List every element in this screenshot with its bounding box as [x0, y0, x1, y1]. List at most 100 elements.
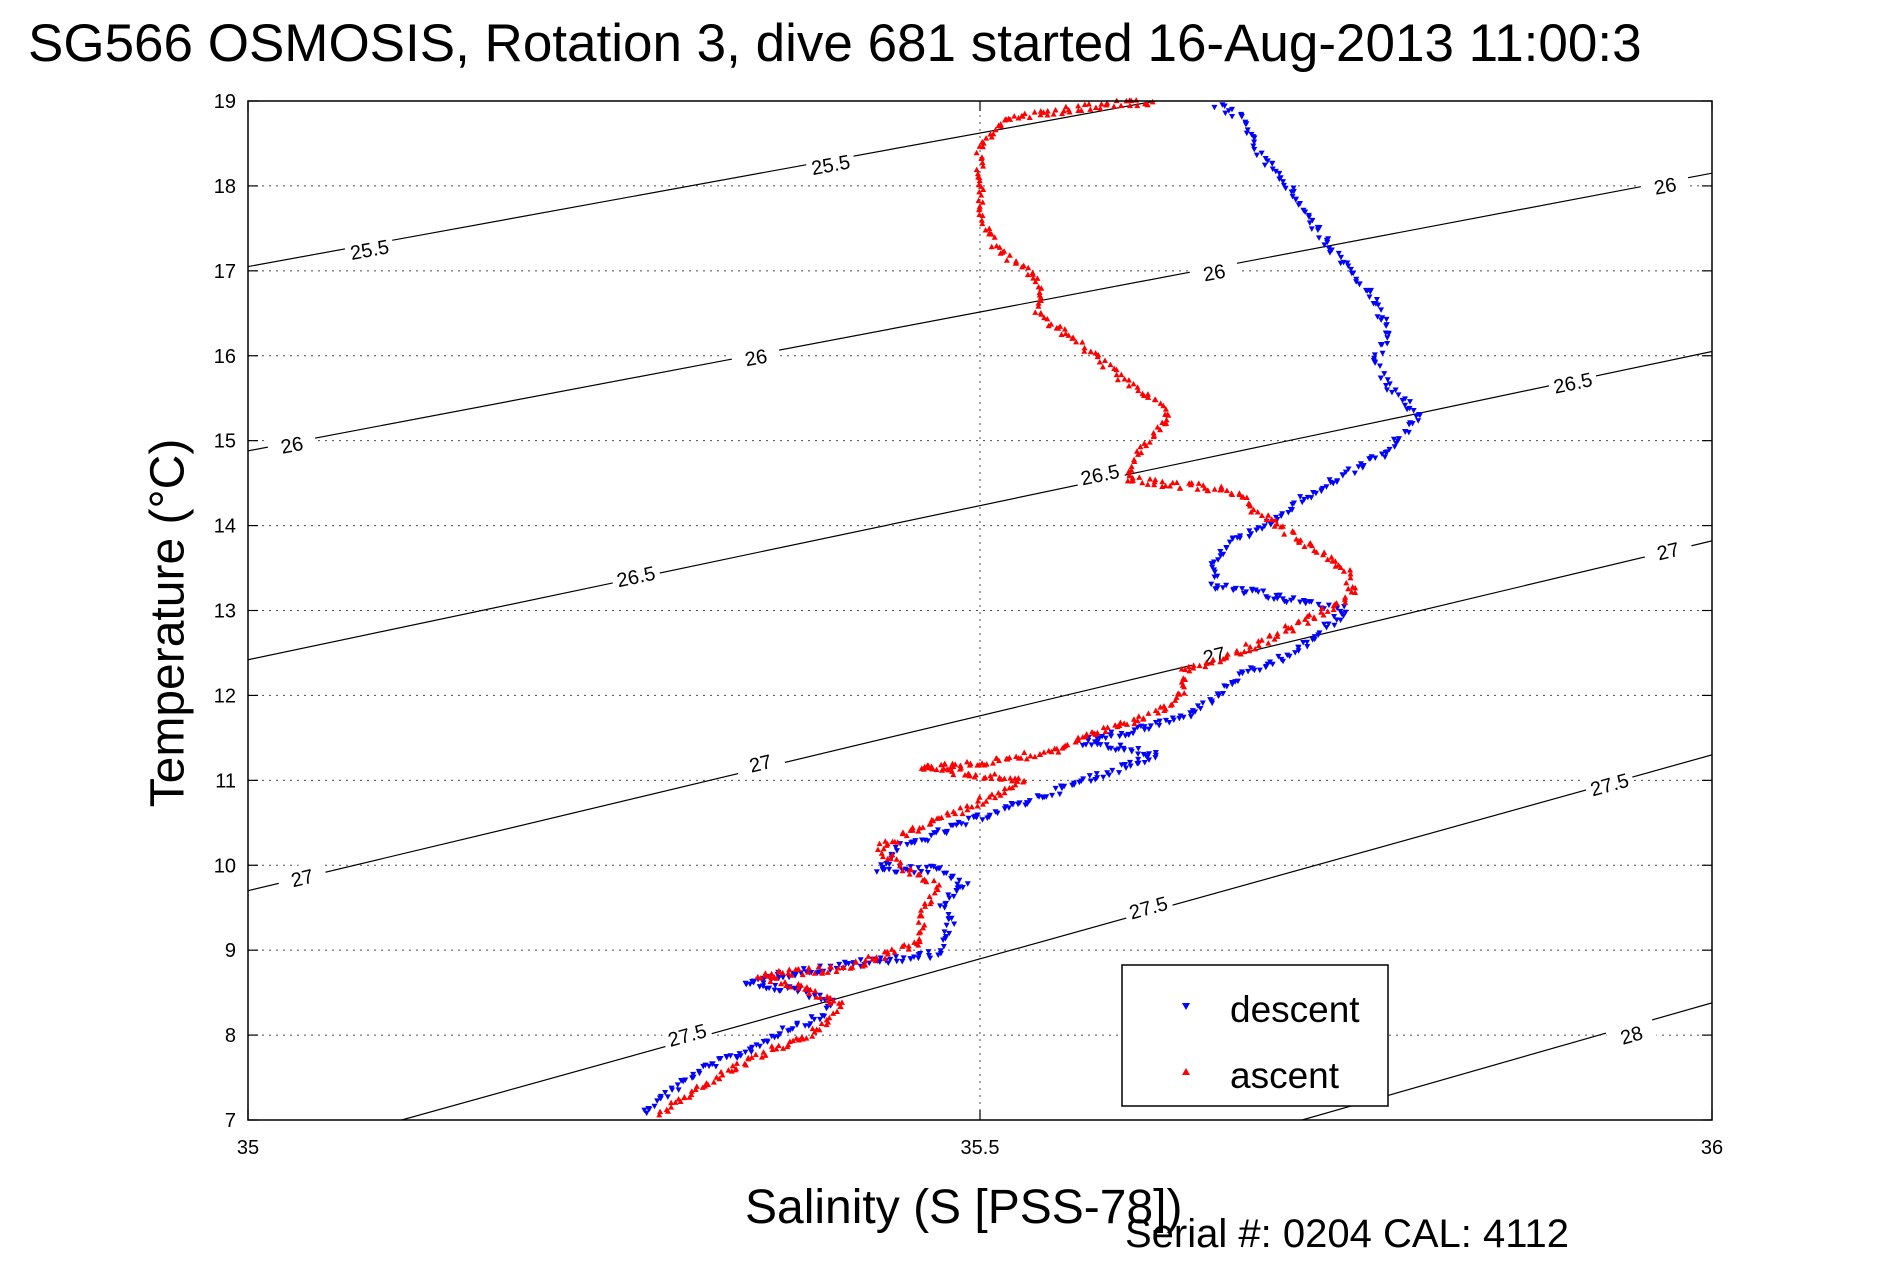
descent-point [717, 1056, 724, 1062]
ascent-point [1293, 536, 1300, 542]
ascent-point [1163, 420, 1170, 426]
descent-point [878, 862, 885, 868]
ascent-point [927, 820, 934, 827]
descent-point [1061, 783, 1068, 790]
contour-label: 27.5 [1127, 893, 1170, 925]
descent-point [662, 1089, 669, 1096]
y-tick-label: 18 [214, 176, 236, 198]
legend-box [1121, 964, 1389, 1107]
descent-point [1337, 617, 1344, 624]
descent-point [1094, 775, 1101, 781]
ascent-point [1160, 703, 1167, 709]
ascent-point [920, 924, 927, 931]
legend-ascent-label: ascent [1230, 1055, 1340, 1096]
descent-point [1023, 800, 1030, 806]
ascent-point [905, 946, 912, 952]
ascent-point [824, 969, 831, 975]
tick-layer: 35 35.5 36 7 8 9 10 11 12 13 14 15 16 17 18 19 [214, 91, 1723, 1159]
descent-point [1026, 798, 1033, 804]
descent-point [1088, 742, 1095, 748]
descent-point [1409, 421, 1416, 427]
ascent-point [879, 853, 886, 860]
descent-point [1297, 200, 1304, 207]
descent-point [1180, 714, 1187, 721]
descent-point [1234, 678, 1241, 685]
descent-point [986, 812, 993, 819]
descent-point [808, 969, 815, 976]
ascent-point [916, 912, 923, 919]
ascent-point [773, 1045, 780, 1052]
ascent-point [1217, 487, 1224, 493]
contour-label-bg [343, 232, 396, 265]
descent-point [873, 869, 880, 875]
descent-point [1306, 220, 1313, 226]
descent-point [1247, 665, 1254, 671]
ascent-point [996, 244, 1003, 250]
descent-point [944, 828, 951, 835]
descent-point [1339, 472, 1346, 478]
ascent-point [1271, 523, 1278, 529]
ascent-point [926, 893, 933, 900]
descent-point [742, 980, 749, 987]
ascent-point [949, 768, 956, 774]
descent-point [912, 838, 919, 844]
ascent-point [1169, 479, 1176, 486]
descent-point [1108, 729, 1115, 736]
descent-point [937, 948, 944, 954]
descent-point [1297, 494, 1304, 500]
ascent-point [824, 993, 831, 999]
ascent-point [809, 1033, 816, 1039]
ascent-point [758, 1054, 765, 1060]
descent-point [811, 1016, 818, 1023]
descent-point [1415, 418, 1422, 424]
ascent-point [1190, 662, 1197, 668]
ascent-point [986, 225, 993, 231]
ascent-point [1210, 656, 1217, 663]
ascent-point [692, 1086, 699, 1093]
descent-point [1039, 795, 1046, 801]
descent-point [1214, 583, 1221, 589]
descent-point [1099, 734, 1106, 740]
descent-point [1251, 139, 1258, 145]
ascent-point [1099, 363, 1106, 370]
x-tick-label: 35 [237, 1137, 259, 1159]
ascent-point [991, 770, 998, 777]
ascent-point [916, 935, 923, 942]
ascent-point [1023, 755, 1030, 762]
ascent-point [979, 159, 986, 165]
ascent-point [961, 772, 968, 778]
ascent-point [752, 1051, 759, 1058]
descent-point [1215, 557, 1222, 563]
ascent-point [952, 810, 959, 817]
ascent-point [1246, 647, 1253, 654]
y-tick-label: 13 [214, 601, 236, 623]
ascent-point [1195, 480, 1202, 486]
descent-point [1102, 735, 1109, 742]
ascent-point [782, 979, 789, 985]
ascent-point [1007, 116, 1014, 122]
ascent-point [1157, 400, 1164, 406]
ascent-point [884, 948, 891, 955]
descent-point [1386, 446, 1393, 453]
descent-point [945, 911, 952, 918]
ascent-point [941, 760, 948, 767]
ascent-point [1101, 357, 1108, 364]
ascent-point [1146, 439, 1153, 445]
ascent-point [1096, 358, 1103, 365]
ascent-point [916, 938, 923, 945]
descent-point [892, 869, 899, 876]
descent-point [1103, 742, 1110, 748]
ascent-point [1203, 659, 1210, 665]
descent-point [1170, 717, 1177, 724]
descent-point [1166, 719, 1173, 726]
y-tick-label: 8 [225, 1025, 236, 1047]
ascent-point [1304, 620, 1311, 626]
descent-point [789, 1026, 796, 1032]
descent-point [760, 980, 767, 986]
ascent-point [790, 1037, 797, 1044]
ascent-point [891, 838, 898, 845]
ascent-point [1162, 411, 1169, 417]
ascent-point [1150, 429, 1157, 436]
descent-point [1087, 778, 1094, 785]
descent-point [979, 817, 986, 823]
